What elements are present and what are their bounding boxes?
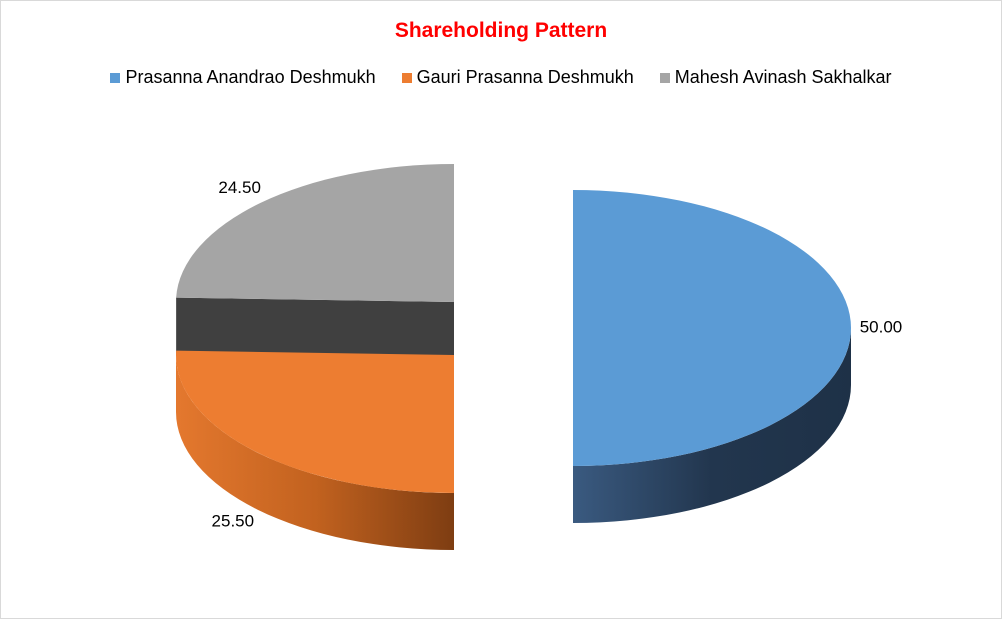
data-label-gauri: 25.50 — [212, 511, 255, 530]
pie-slice-mahesh-top — [176, 164, 454, 302]
pie-slice-prasanna — [573, 190, 851, 523]
legend-swatch-prasanna — [110, 72, 121, 83]
legend: Prasanna Anandrao Deshmukh Gauri Prasann… — [1, 67, 1001, 88]
pie-slice-gauri-top — [175, 350, 454, 493]
legend-label-prasanna: Prasanna Anandrao Deshmukh — [125, 67, 376, 87]
legend-label-gauri: Gauri Prasanna Deshmukh — [416, 67, 634, 87]
pie-slice-mahesh-cut-face — [176, 297, 454, 359]
legend-item-mahesh: Mahesh Avinash Sakhalkar — [659, 67, 892, 88]
data-label-prasanna: 50.00 — [860, 317, 903, 336]
legend-item-prasanna: Prasanna Anandrao Deshmukh — [110, 67, 376, 88]
pie-slice-gauri — [175, 350, 454, 550]
legend-item-gauri: Gauri Prasanna Deshmukh — [401, 67, 634, 88]
pie-slice-mahesh — [176, 164, 454, 359]
legend-swatch-mahesh — [659, 72, 670, 83]
pie-slice-prasanna-top — [573, 190, 851, 466]
pie-slice-gauri-side — [176, 355, 454, 550]
legend-swatch-gauri — [401, 72, 412, 83]
data-label-mahesh: 24.50 — [218, 178, 261, 197]
chart-title: Shareholding Pattern — [394, 19, 608, 42]
legend-label-mahesh: Mahesh Avinash Sakhalkar — [674, 67, 892, 87]
pie-slice-prasanna-side — [573, 328, 851, 523]
